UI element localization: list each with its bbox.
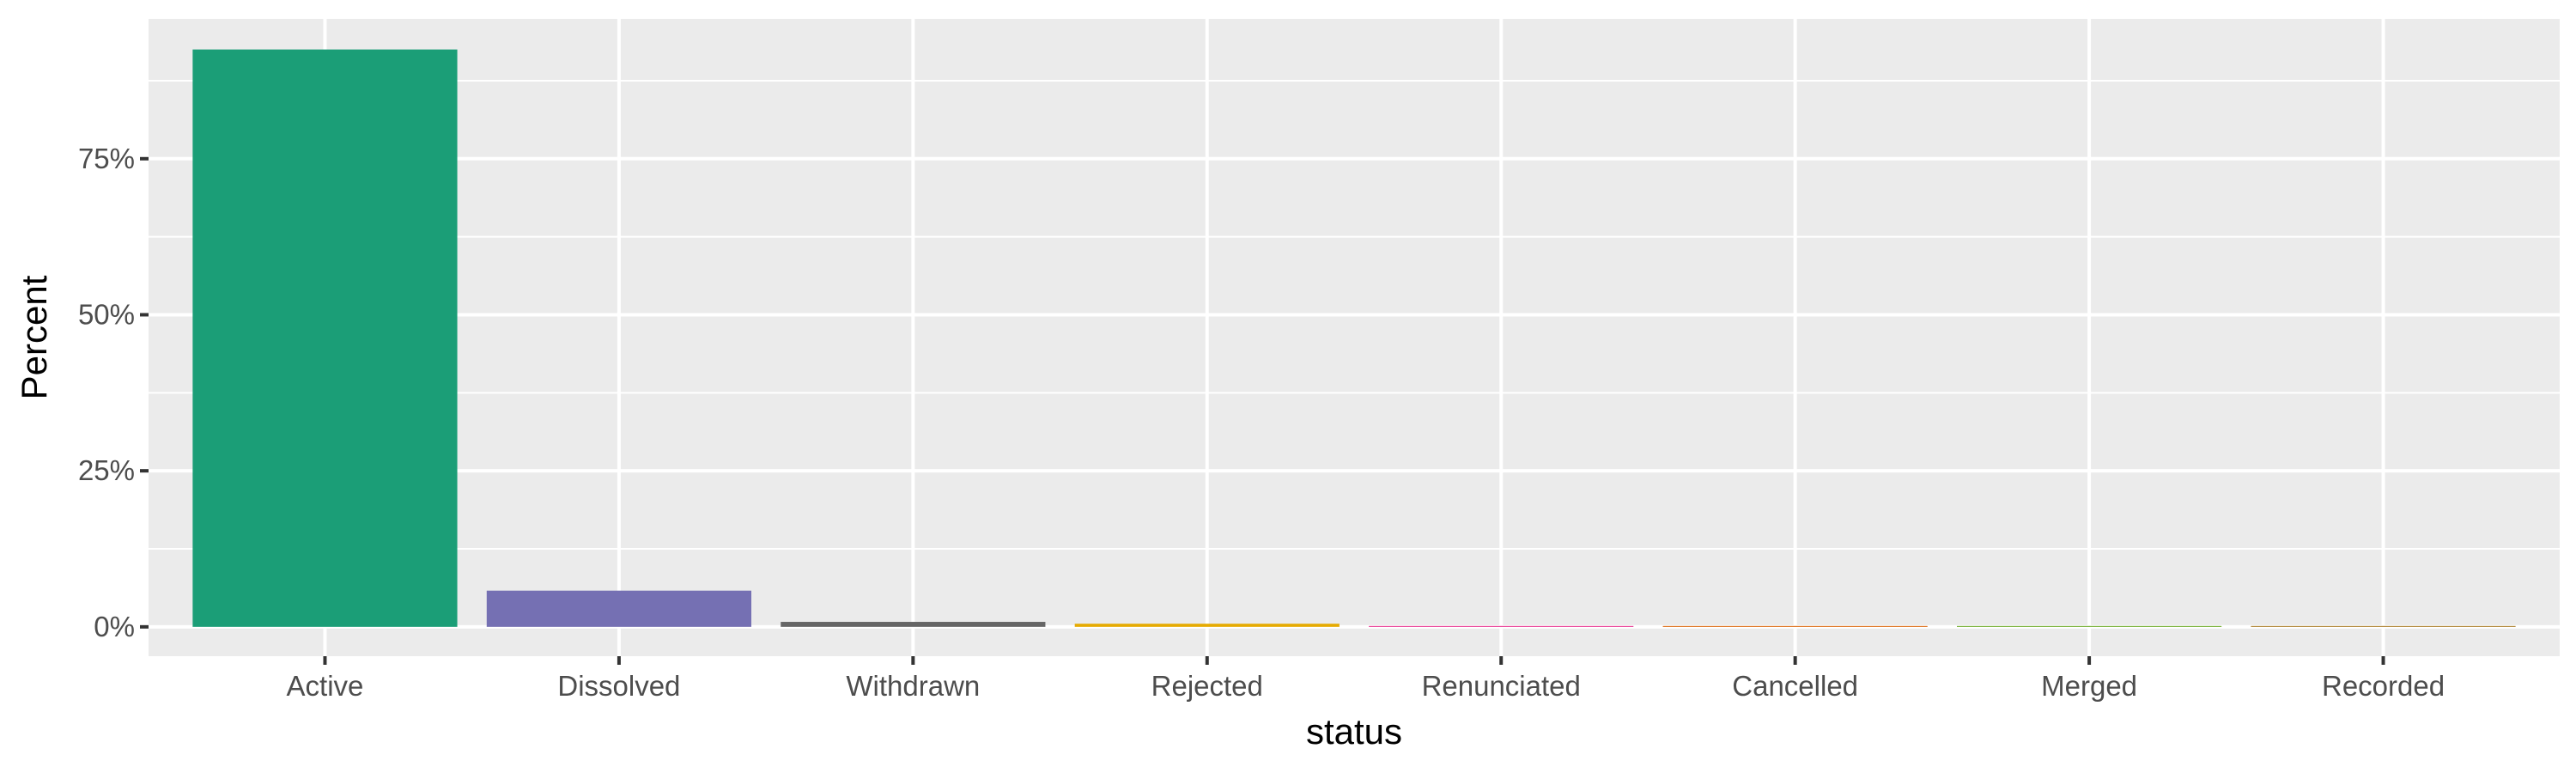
x-axis-title: status	[1306, 711, 1402, 752]
bar-active	[192, 49, 458, 627]
y-axis: 0% 25% 50% 75%	[78, 143, 149, 642]
bar-dissolved	[486, 590, 751, 627]
minor-gridlines	[149, 79, 2560, 551]
bar-renunciated	[1369, 625, 1634, 627]
x-tick-label: Rejected	[1151, 670, 1263, 702]
y-tick-label: 75%	[78, 143, 135, 174]
bar-rejected	[1074, 624, 1340, 627]
y-axis-title: Percent	[14, 275, 54, 399]
x-tick-label: Withdrawn	[846, 670, 980, 702]
x-axis: Active Dissolved Withdrawn Rejected Renuncia…	[287, 656, 2445, 702]
y-tick-label: 50%	[78, 298, 135, 330]
x-tick-label: Renunciated	[1422, 670, 1581, 702]
x-tick-label: Active	[287, 670, 364, 702]
panel-background	[149, 19, 2560, 656]
y-tick-label: 25%	[78, 454, 135, 486]
bar-recorded	[2251, 625, 2516, 627]
x-tick-label: Recorded	[2322, 670, 2445, 702]
x-tick-label: Merged	[2041, 670, 2137, 702]
bar-cancelled	[1662, 625, 1928, 627]
x-tick-label: Cancelled	[1732, 670, 1858, 702]
x-tick-label: Dissolved	[557, 670, 680, 702]
bar-withdrawn	[781, 622, 1046, 627]
bar-merged	[1957, 625, 2222, 627]
y-tick-label: 0%	[94, 611, 135, 642]
bars-group	[192, 49, 2516, 627]
major-gridlines	[149, 19, 2560, 656]
